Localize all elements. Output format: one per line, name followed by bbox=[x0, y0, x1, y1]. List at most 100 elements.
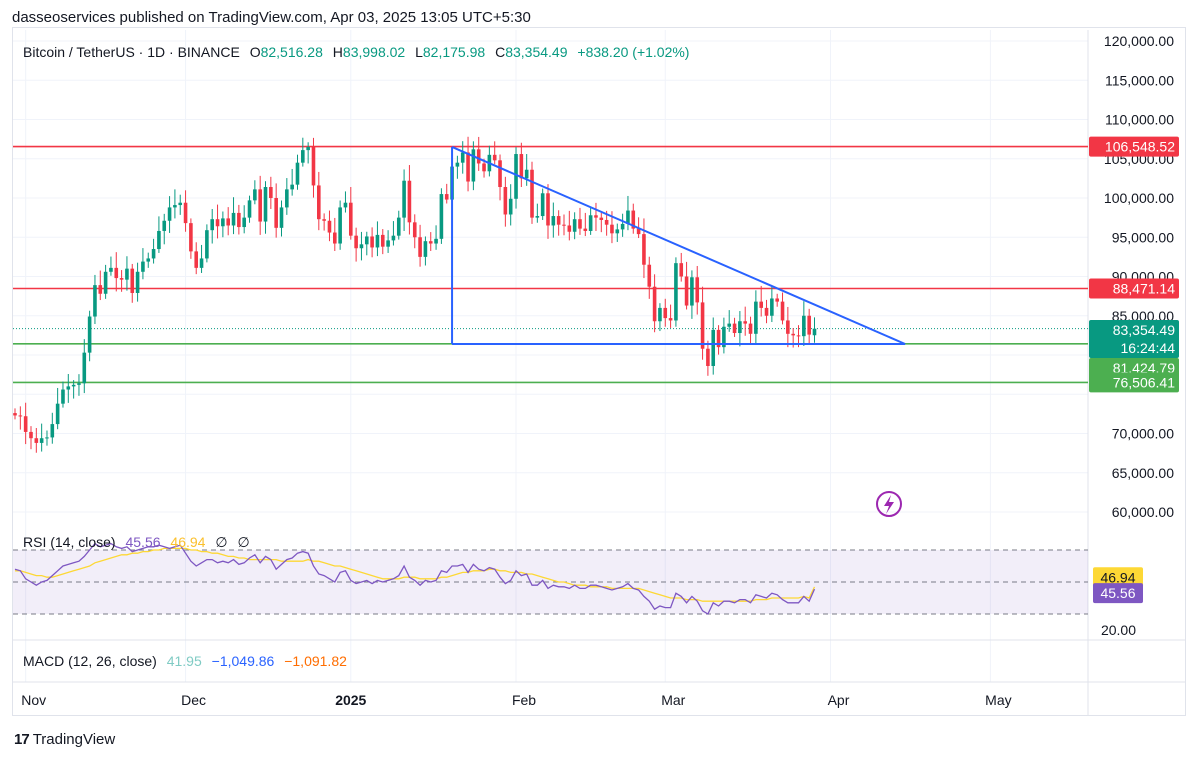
candle-body bbox=[279, 207, 284, 228]
price-tick-label: 110,000.00 bbox=[1105, 112, 1174, 128]
candle-body bbox=[151, 249, 156, 259]
candle-body bbox=[93, 285, 97, 317]
candle-body bbox=[674, 263, 678, 321]
candle-body bbox=[402, 180, 406, 218]
candle-body bbox=[476, 149, 481, 164]
price-label: 76,506.41 bbox=[1113, 374, 1175, 390]
price-label-bg bbox=[1089, 320, 1179, 358]
candle-body bbox=[775, 298, 779, 302]
rsi-value-tag-bg bbox=[1093, 583, 1143, 604]
candle-body bbox=[317, 185, 321, 220]
price-label-bg bbox=[1089, 278, 1179, 299]
candle-body bbox=[455, 162, 460, 167]
candle-body bbox=[141, 261, 145, 272]
candle-body bbox=[503, 187, 508, 215]
price-label: 83,354.49 bbox=[1113, 322, 1175, 338]
candle-body bbox=[157, 230, 161, 250]
candle-body bbox=[604, 219, 609, 225]
time-tick-label: 2025 bbox=[335, 692, 366, 708]
candle-body bbox=[412, 222, 417, 238]
rsi-ma-tag: 46.94 bbox=[1100, 569, 1135, 585]
candle-body bbox=[215, 219, 220, 227]
candle-body bbox=[103, 271, 108, 294]
low-value: 82,175.98 bbox=[422, 44, 486, 60]
candle-body bbox=[439, 194, 444, 239]
candle-body bbox=[295, 162, 300, 185]
candle-body bbox=[508, 198, 513, 215]
price-label-bg bbox=[1089, 136, 1179, 157]
candle-body bbox=[588, 215, 593, 231]
candle-body bbox=[13, 413, 17, 416]
candle-body bbox=[66, 386, 71, 390]
candle-body bbox=[322, 219, 326, 221]
macd-label[interactable]: MACD (12, 26, close) bbox=[23, 653, 157, 669]
footer-brand[interactable]: 17 TradingView bbox=[14, 731, 115, 748]
candle-body bbox=[226, 218, 230, 226]
candle-body bbox=[663, 307, 668, 319]
candle-body bbox=[732, 323, 737, 334]
candle-body bbox=[301, 150, 305, 163]
candle-body bbox=[626, 210, 630, 224]
macd-line-value: −1,049.86 bbox=[211, 653, 275, 669]
candle-body bbox=[599, 217, 604, 220]
price-tick-label: 60,000.00 bbox=[1112, 504, 1174, 520]
candle-body bbox=[306, 146, 310, 151]
candle-body bbox=[519, 154, 524, 179]
candle-body bbox=[727, 323, 732, 327]
candle-body bbox=[162, 220, 167, 231]
candle-body bbox=[242, 217, 246, 228]
candle-body bbox=[594, 215, 598, 218]
candle-body bbox=[812, 328, 817, 336]
open-value: 82,516.28 bbox=[260, 44, 323, 60]
candle-body bbox=[535, 216, 540, 218]
time-tick-label: May bbox=[985, 692, 1011, 708]
time-tick-label: Nov bbox=[21, 692, 46, 708]
candle-body bbox=[567, 225, 572, 232]
candle-body bbox=[466, 152, 470, 182]
candle-body bbox=[498, 160, 502, 188]
candle-body bbox=[796, 335, 801, 337]
flash-icon[interactable] bbox=[876, 491, 902, 517]
candle-body bbox=[386, 240, 390, 247]
candle-body bbox=[135, 271, 140, 293]
candle-body bbox=[247, 200, 252, 218]
candle-body bbox=[428, 241, 433, 244]
time-tick-label: Mar bbox=[661, 692, 685, 708]
close-key: C bbox=[495, 44, 506, 60]
price-tick-label: 120,000.00 bbox=[1104, 33, 1174, 49]
candle-body bbox=[290, 184, 294, 190]
macd-hist-value: 41.95 bbox=[166, 653, 202, 669]
candle-body bbox=[690, 277, 694, 306]
candle-body bbox=[610, 224, 614, 234]
rsi-label[interactable]: RSI (14, close) bbox=[23, 534, 116, 550]
candle-body bbox=[338, 207, 342, 244]
candle-body bbox=[540, 193, 545, 217]
candle-body bbox=[578, 219, 582, 229]
time-axis[interactable]: Nov Dec 2025 Feb Mar Apr May bbox=[21, 692, 1011, 708]
candle-body bbox=[631, 210, 636, 229]
rsi-panel bbox=[13, 542, 1088, 615]
candle-body bbox=[652, 286, 657, 322]
candle-body bbox=[748, 323, 753, 334]
candle-body bbox=[55, 403, 60, 425]
candle-body bbox=[354, 235, 358, 249]
candle-body bbox=[39, 438, 44, 443]
candle-body bbox=[764, 307, 769, 316]
trend-drawings bbox=[451, 146, 906, 346]
close-value: 83,354.49 bbox=[505, 44, 568, 60]
candle-body bbox=[258, 189, 262, 222]
candle-body bbox=[29, 431, 33, 439]
horizontal-lines bbox=[13, 145, 1088, 384]
candle-body bbox=[173, 205, 177, 208]
candle-body bbox=[562, 224, 566, 226]
rsi-empty-1: ∅ bbox=[215, 534, 228, 550]
price-label: 81,424.79 bbox=[1113, 360, 1175, 376]
candle-body bbox=[423, 241, 428, 257]
candle-body bbox=[460, 152, 465, 163]
candle-body bbox=[636, 228, 641, 235]
candle-body bbox=[658, 307, 662, 322]
rsi-empty-2: ∅ bbox=[237, 534, 250, 550]
symbol-label[interactable]: Bitcoin / TetherUS · 1D · BINANCE bbox=[23, 44, 240, 60]
candle-body bbox=[109, 267, 113, 272]
